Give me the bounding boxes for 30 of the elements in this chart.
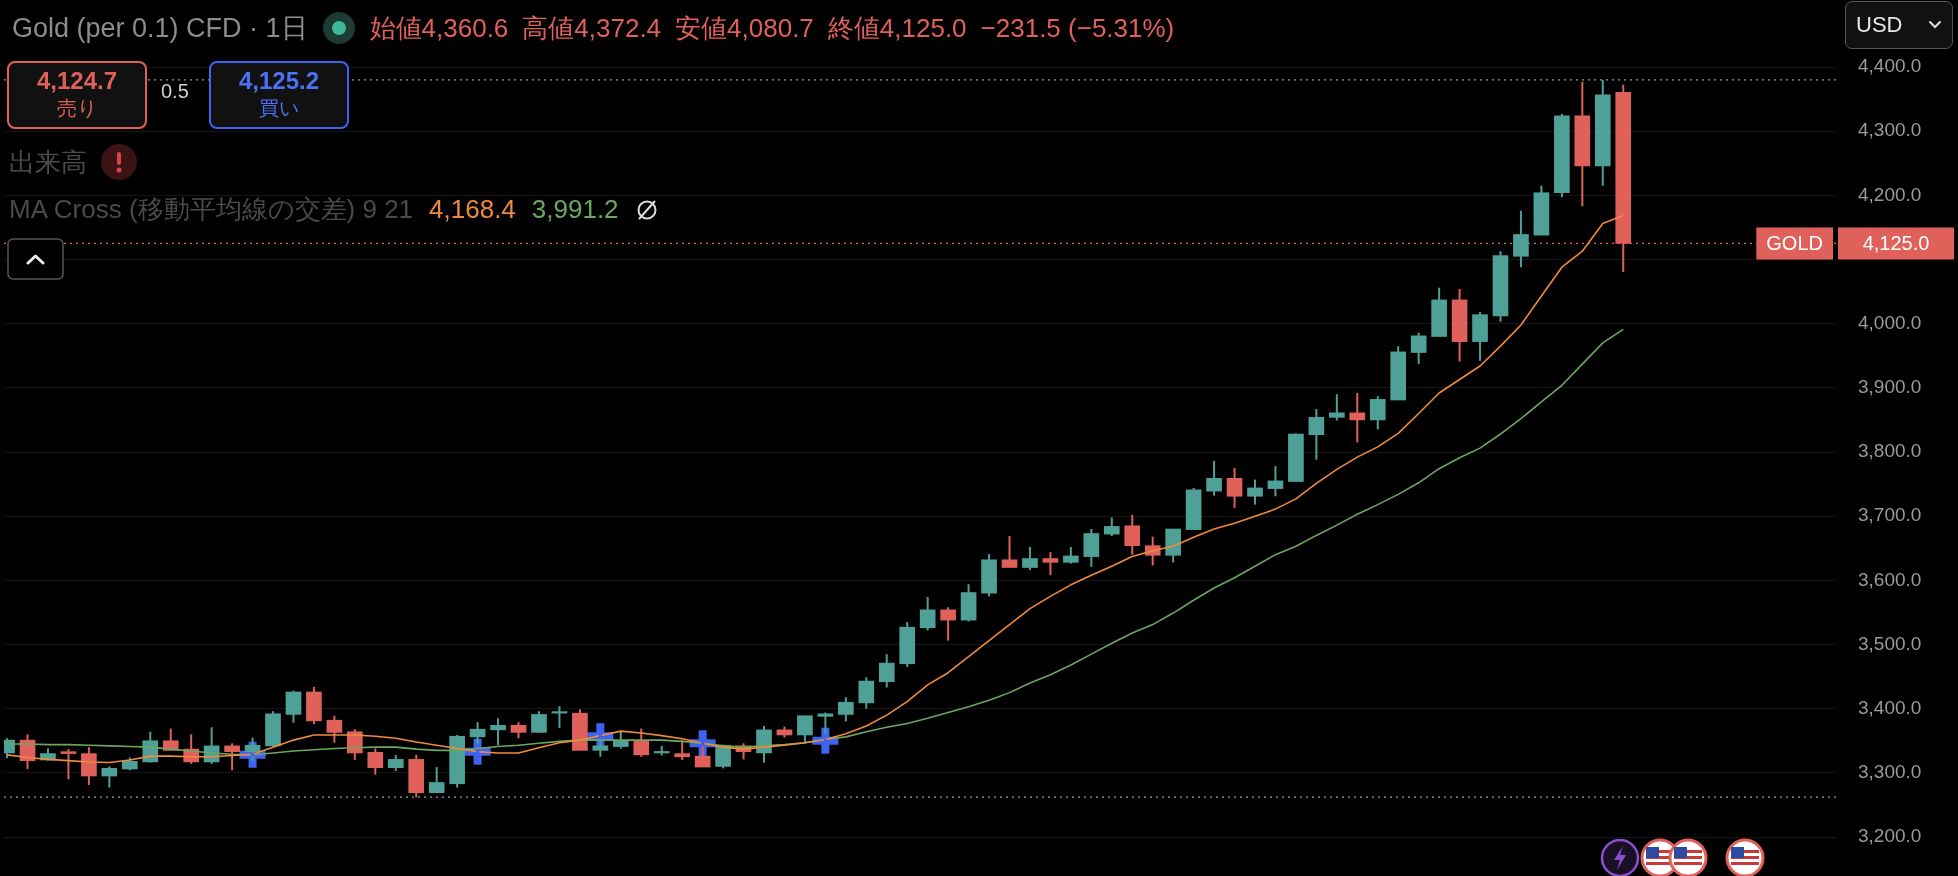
- y-tick-label: 4,200.0: [1858, 183, 1922, 205]
- y-tick-label: 4,400.0: [1858, 55, 1922, 77]
- text: 終値4,125.0: [827, 11, 967, 45]
- annotation: 4,168.4: [429, 194, 516, 225]
- annotation: 売り: [56, 96, 98, 121]
- annotation: 3,991.2: [531, 194, 619, 225]
- text: 始値4,360.6: [369, 11, 509, 45]
- annotation: 4,124.7: [35, 67, 119, 95]
- annotation: 買い: [258, 96, 300, 121]
- y-tick-label: 3,200.0: [1858, 825, 1922, 847]
- text: 4,125.0: [1862, 231, 1930, 254]
- y-tick-label: 3,600.0: [1858, 568, 1922, 590]
- text: USD: [1856, 12, 1903, 38]
- text: −231.5 (−5.31%): [980, 12, 1175, 44]
- ref-line-label: GOLD: [1766, 231, 1823, 254]
- chart-title: Gold (per 0.1) CFD · 1日: [12, 12, 308, 45]
- y-tick-label: 3,900.0: [1858, 376, 1922, 398]
- annotation: 0.5: [161, 80, 189, 103]
- annotation: 出来高: [9, 145, 87, 179]
- text: 安値4,080.7: [675, 11, 814, 45]
- annotation: MA Cross (移動平均線の交差) 9 21: [9, 193, 414, 226]
- y-tick-label: 3,700.0: [1858, 504, 1922, 526]
- y-tick-label: 3,300.0: [1858, 761, 1922, 783]
- y-tick-label: 3,400.0: [1858, 696, 1922, 718]
- y-tick-label: 3,800.0: [1858, 440, 1922, 462]
- y-tick-label: 3,500.0: [1858, 632, 1922, 654]
- y-tick-label: 4,300.0: [1858, 119, 1922, 141]
- text: 高値4,372.4: [522, 11, 662, 45]
- annotation: 4,125.2: [237, 67, 321, 95]
- y-tick-label: 4,000.0: [1858, 311, 1922, 333]
